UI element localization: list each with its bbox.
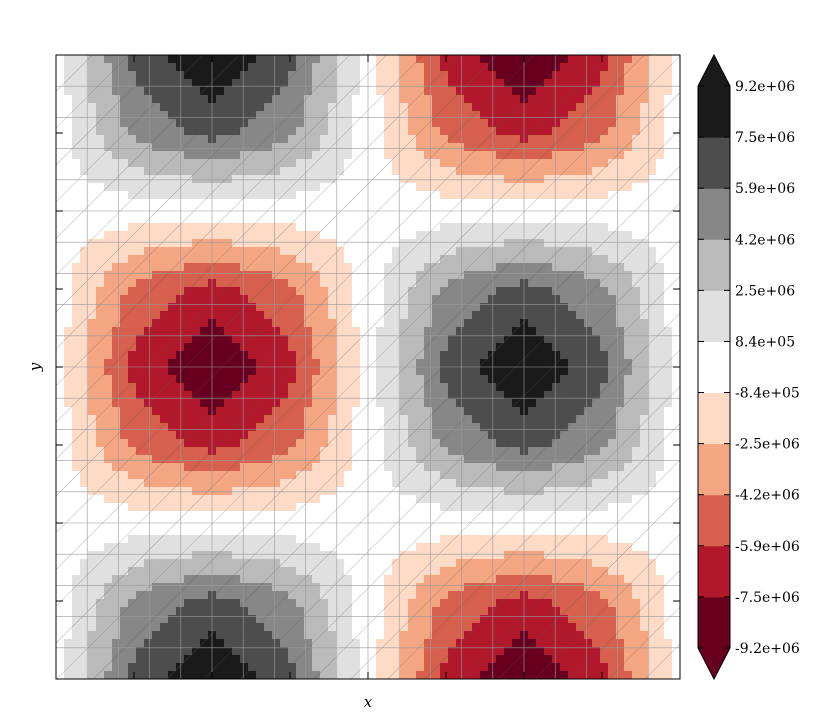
contour-figure: x y -9.2e+06-7.5e+06-5.9e+06-4.2e+06-2.5… bbox=[26, 53, 800, 711]
